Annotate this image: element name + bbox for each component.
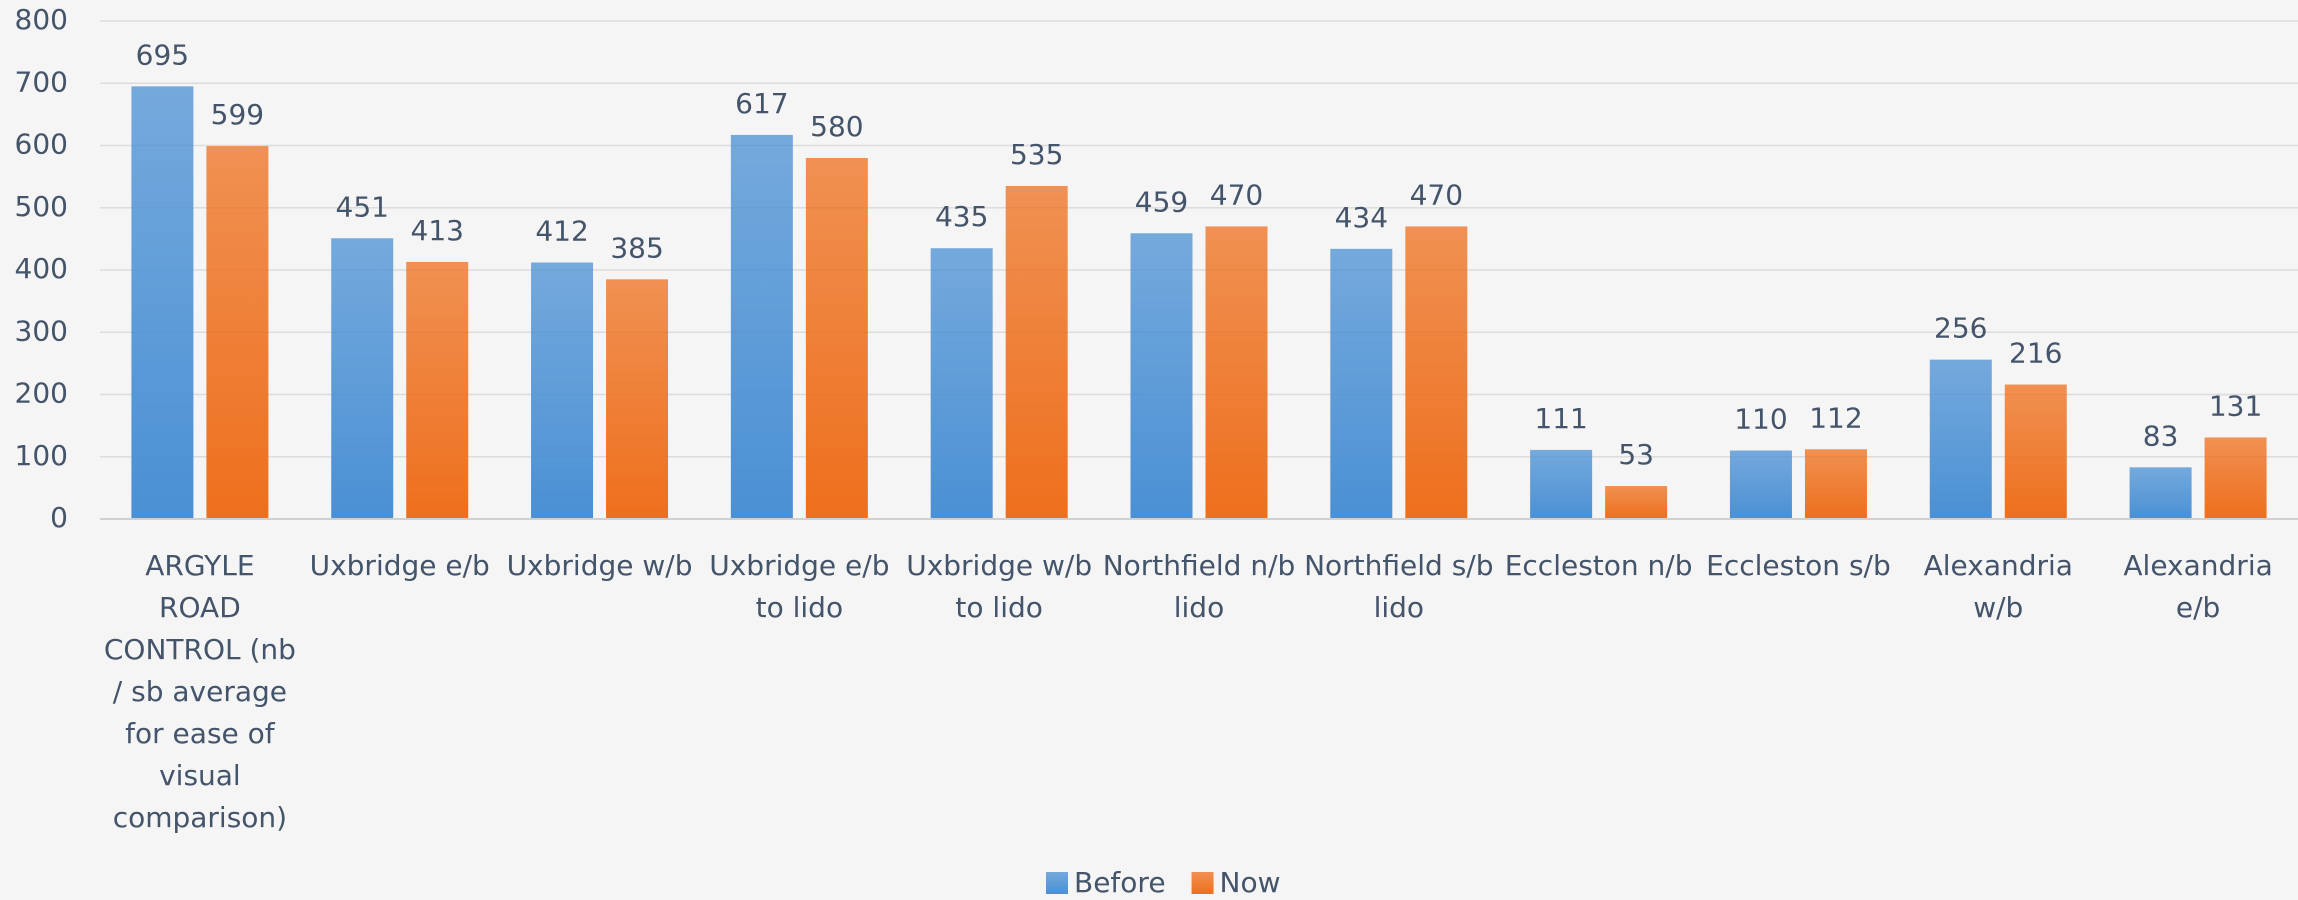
data-label: 434 xyxy=(1335,201,1388,234)
data-label: 112 xyxy=(1809,401,1862,434)
legend-swatch xyxy=(1046,872,1068,894)
x-tick-label: Eccleston s/b xyxy=(1706,549,1891,582)
data-label: 256 xyxy=(1934,312,1987,345)
y-tick-label: 700 xyxy=(15,65,68,98)
x-tick-label: Uxbridge e/b xyxy=(309,549,490,582)
data-label: 111 xyxy=(1534,402,1587,435)
bar xyxy=(805,157,868,519)
y-tick-label: 0 xyxy=(50,501,68,534)
data-label: 535 xyxy=(1010,138,1063,171)
data-label: 385 xyxy=(610,231,663,264)
y-tick-label: 800 xyxy=(15,3,68,36)
bar xyxy=(331,238,394,519)
data-label: 580 xyxy=(810,110,863,143)
data-label: 470 xyxy=(1210,178,1263,211)
bar xyxy=(1929,359,1992,519)
bar xyxy=(1405,226,1468,520)
bar xyxy=(2004,384,2067,519)
legend-label: Before xyxy=(1074,866,1166,899)
x-tick-label: Northfield n/b lido xyxy=(1102,549,1296,624)
y-tick-label: 300 xyxy=(15,314,68,347)
legend-swatch xyxy=(1191,872,1214,894)
y-tick-label: 600 xyxy=(15,128,68,161)
data-label: 53 xyxy=(1618,438,1654,471)
x-tick-label: ARGYLE ROAD CONTROL (nb / sb average for… xyxy=(103,549,296,834)
legend-label: Now xyxy=(1220,866,1281,899)
y-tick-label: 400 xyxy=(15,252,68,285)
bar xyxy=(1530,449,1593,519)
bar xyxy=(930,248,993,519)
bar xyxy=(2129,467,2192,519)
bar xyxy=(1330,248,1393,519)
bar xyxy=(1130,233,1193,519)
x-tick-label: Northfield s/b lido xyxy=(1304,549,1494,624)
x-tick-label: Alexandria e/b xyxy=(2123,549,2273,624)
data-label: 131 xyxy=(2209,389,2262,422)
data-label: 110 xyxy=(1734,403,1787,436)
data-label: 413 xyxy=(411,214,464,247)
x-tick-label: Eccleston n/b xyxy=(1504,549,1693,582)
data-label: 617 xyxy=(735,87,788,120)
bar xyxy=(131,86,194,520)
bar xyxy=(1605,486,1668,519)
x-tick-label: Uxbridge e/b to lido xyxy=(709,549,890,624)
data-label: 599 xyxy=(211,98,264,131)
bar xyxy=(1729,450,1792,519)
y-tick-label: 100 xyxy=(15,439,68,472)
bar xyxy=(1005,185,1068,519)
x-tick-label: Alexandria w/b xyxy=(1923,549,2073,624)
data-label: 83 xyxy=(2143,419,2179,452)
data-label: 435 xyxy=(935,200,988,233)
bar xyxy=(1804,449,1867,519)
data-label: 459 xyxy=(1135,185,1188,218)
bar xyxy=(606,279,669,519)
data-label: 451 xyxy=(336,190,389,223)
y-tick-label: 500 xyxy=(15,190,68,223)
bar xyxy=(2204,437,2267,519)
data-label: 216 xyxy=(2009,337,2062,370)
data-label: 412 xyxy=(535,215,588,248)
y-tick-label: 200 xyxy=(15,377,68,410)
x-tick-label: Uxbridge w/b xyxy=(506,549,693,582)
data-label: 470 xyxy=(1410,178,1463,211)
bar xyxy=(531,262,594,519)
bar xyxy=(406,261,469,519)
bar xyxy=(1205,226,1268,520)
bar xyxy=(206,146,269,519)
bar xyxy=(730,134,793,520)
data-label: 695 xyxy=(136,38,189,71)
x-tick-label: Uxbridge w/b to lido xyxy=(906,549,1093,624)
